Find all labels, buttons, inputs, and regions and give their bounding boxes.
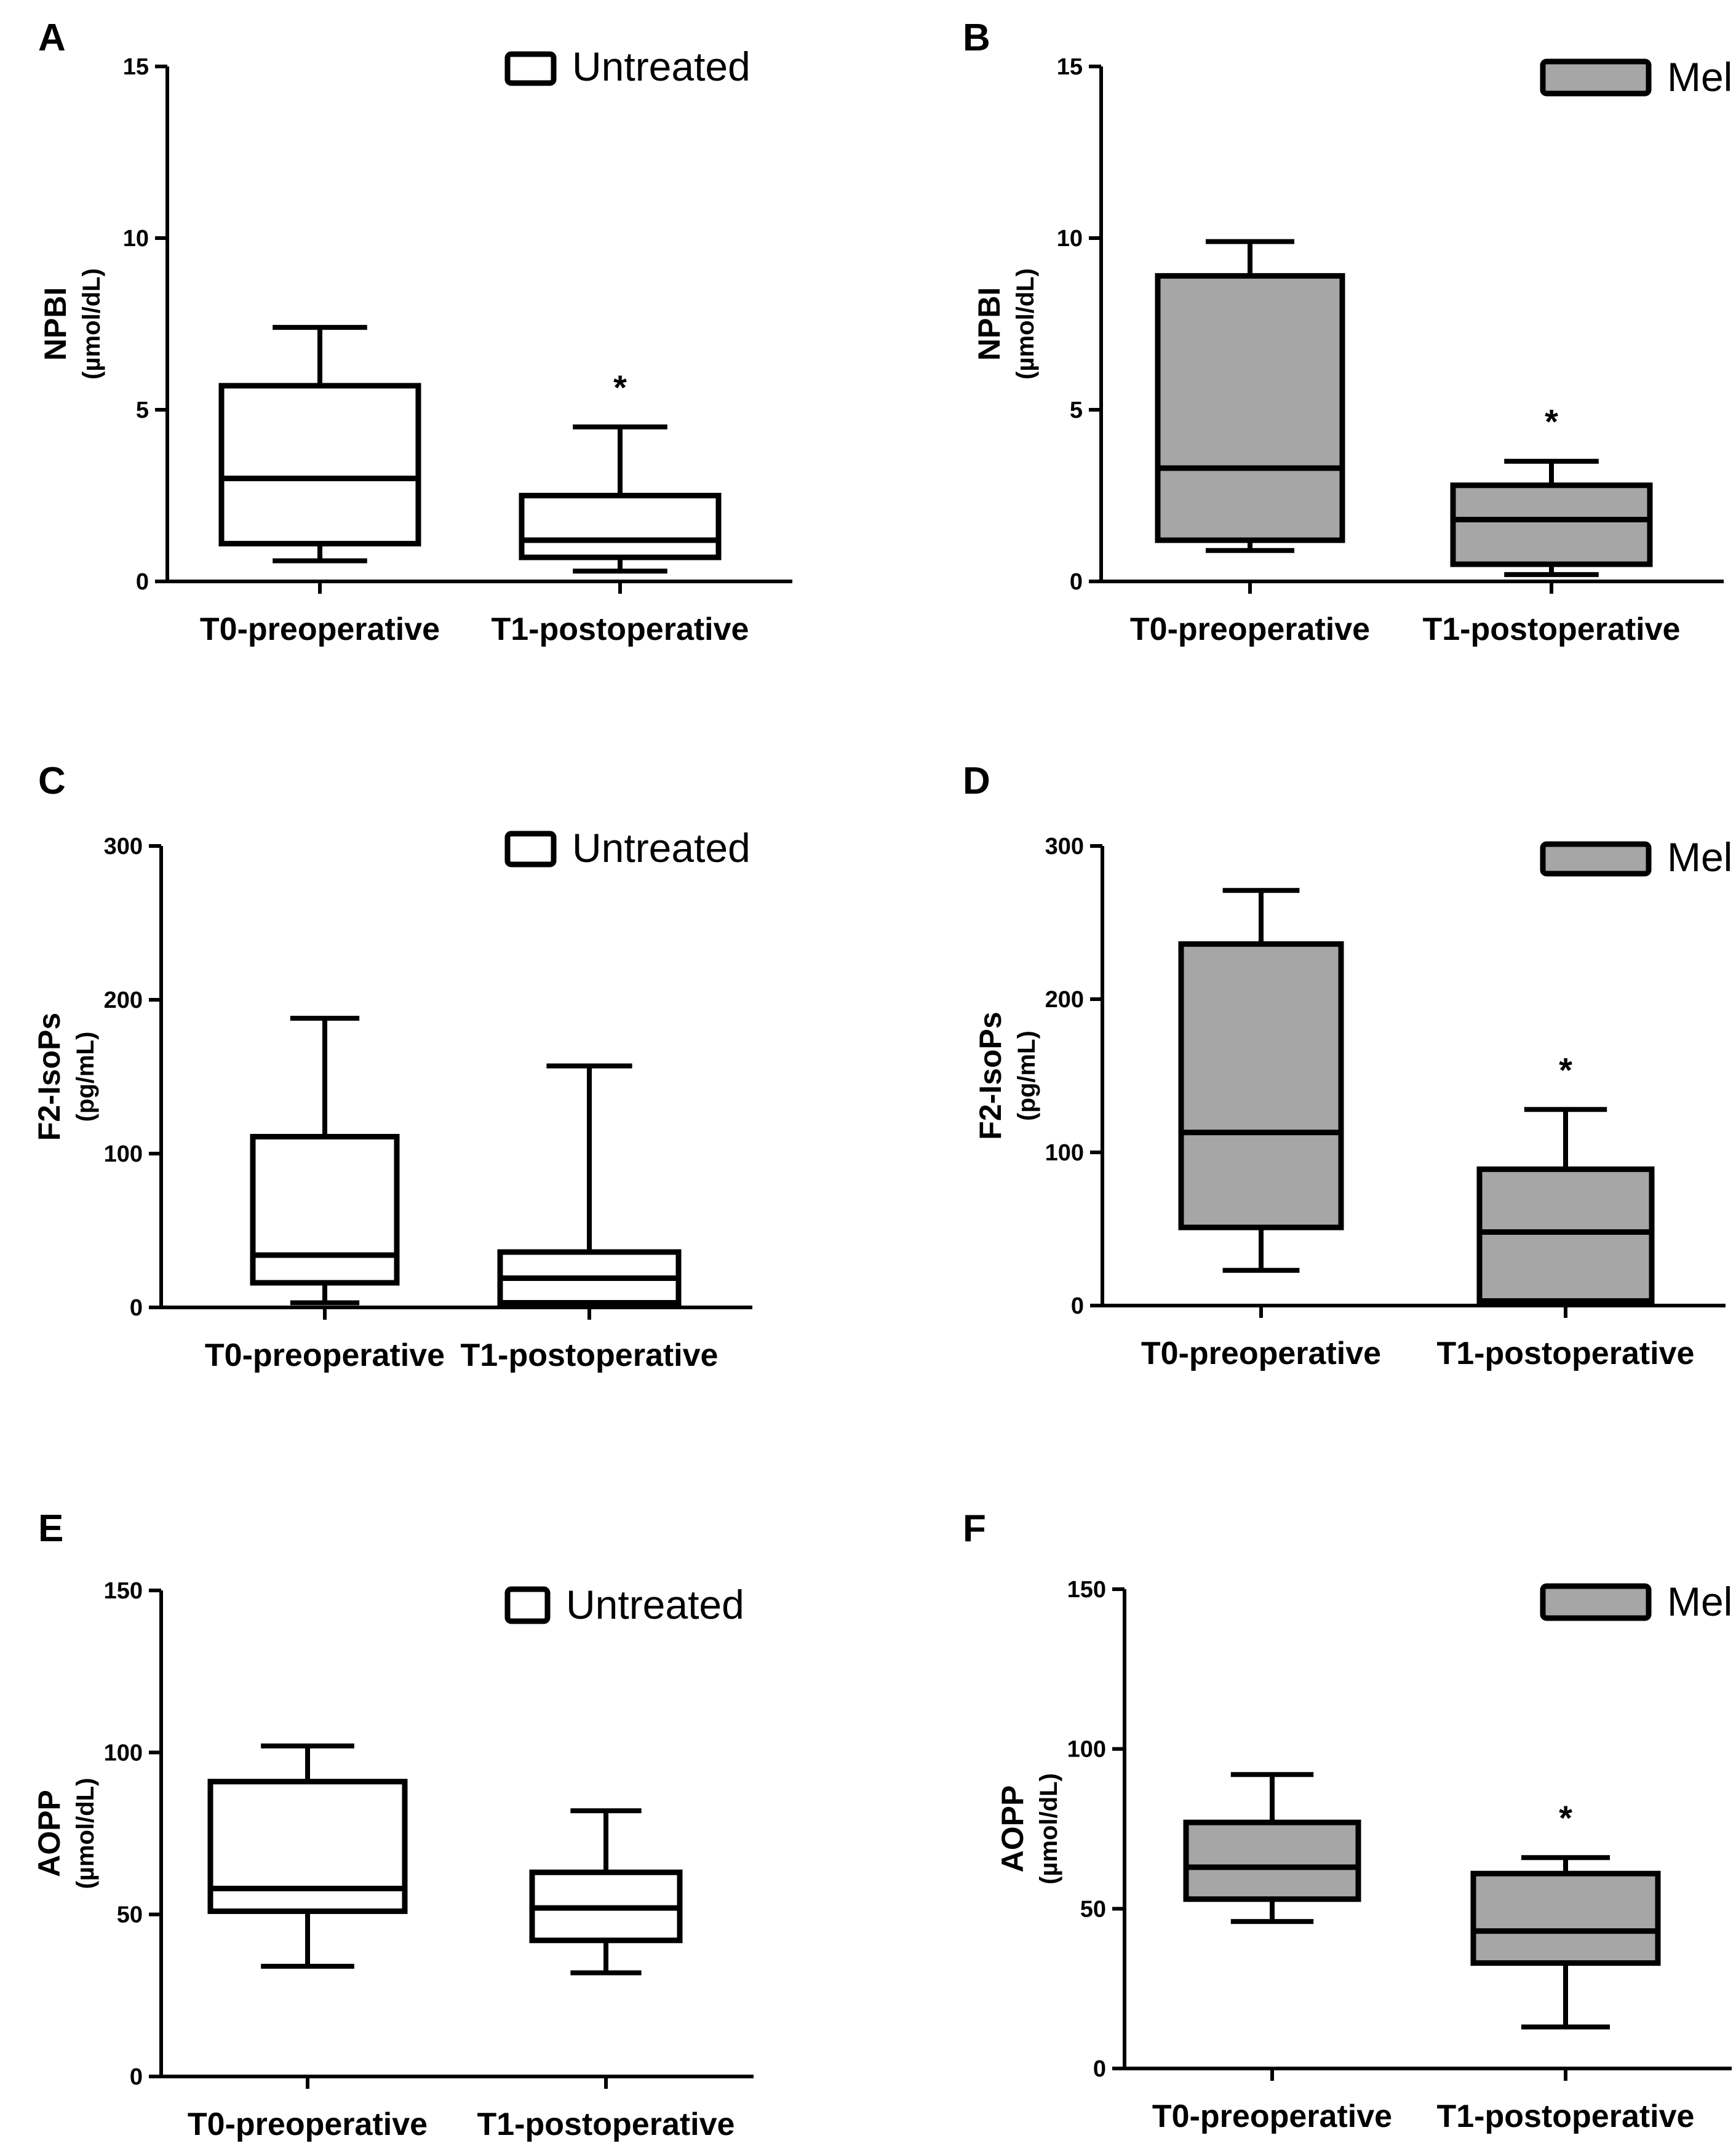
- panel-letter: A: [38, 17, 66, 59]
- legend-swatch: [504, 51, 557, 86]
- y-tick-label: 0: [1093, 2056, 1106, 2082]
- y-tick-label: 300: [104, 834, 143, 860]
- box: [519, 493, 722, 560]
- legend-label: Mel: [1667, 834, 1732, 880]
- legend-swatch: [1540, 58, 1652, 97]
- y-axis-unit: (µmol/dL): [72, 1778, 99, 1889]
- x-tick-label: T1-postoperative: [1437, 2099, 1695, 2134]
- x-tick-label: T1-postoperative: [461, 1338, 719, 1373]
- panel-a: A 0 5 10 15 NPBI (µmol/dL) T0-preoperative T1-po…: [38, 17, 792, 647]
- x-tick-label: T1-postoperative: [477, 2107, 735, 2142]
- box: [1178, 941, 1344, 1231]
- y-tick-label: 50: [117, 1902, 143, 1928]
- legend-swatch: [1540, 1583, 1652, 1621]
- box: [1155, 273, 1345, 543]
- y-axis-unit: (pg/mL): [1013, 1031, 1040, 1121]
- legend-label: Untreated: [572, 825, 751, 871]
- y-tick-label: 100: [104, 1141, 143, 1167]
- y-axis-title: NPBI: [38, 287, 73, 361]
- box: [1450, 482, 1653, 567]
- y-tick-label: 15: [123, 54, 149, 80]
- y-tick-label: 100: [1045, 1140, 1084, 1166]
- legend-label: Untreated: [566, 1582, 744, 1627]
- panel-letter: B: [963, 17, 990, 59]
- box: [1183, 1819, 1361, 1902]
- panel-f: F 0 50 100 150 AOPP (µmol/dL) T0-preoperative T1…: [963, 1507, 1732, 2134]
- y-tick-label: 100: [1067, 1737, 1106, 1763]
- x-tick-label: T1-postoperative: [492, 612, 749, 647]
- panel-letter: D: [963, 760, 990, 802]
- y-axis-unit: (µmol/dL): [1012, 268, 1039, 380]
- y-axis-title: AOPP: [995, 1785, 1030, 1873]
- legend-label: Mel: [1667, 1579, 1732, 1624]
- significance-marker: *: [1559, 1798, 1572, 1837]
- panel-c: C 0 100 200 300 F2-IsoPs (pg/mL) T0-preoperativ…: [32, 760, 752, 1373]
- panel-d: D 0 100 200 300 F2-IsoPs (pg/mL) T0-preoperativ…: [963, 760, 1732, 1371]
- y-tick-label: 150: [104, 1578, 143, 1604]
- y-tick-label: 200: [1045, 987, 1084, 1013]
- x-tick-label: T0-preoperative: [1152, 2099, 1392, 2134]
- significance-marker: *: [1559, 1050, 1572, 1089]
- x-tick-label: T0-preoperative: [205, 1338, 445, 1373]
- legend-label: Untreated: [572, 44, 751, 89]
- y-axis-unit: (µmol/dL): [78, 268, 105, 380]
- y-tick-label: 15: [1057, 54, 1083, 80]
- x-tick-label: T0-preoperative: [1130, 612, 1370, 647]
- legend-swatch: [504, 831, 557, 868]
- y-tick-label: 0: [130, 1295, 143, 1321]
- y-tick-label: 200: [104, 987, 143, 1013]
- panel-letter: E: [38, 1507, 63, 1550]
- y-tick-label: 300: [1045, 834, 1084, 860]
- y-axis-title: AOPP: [32, 1790, 66, 1877]
- y-axis-title: F2-IsoPs: [32, 1013, 66, 1141]
- box: [1476, 1166, 1655, 1304]
- legend-swatch: [1540, 841, 1652, 877]
- legend-swatch: [504, 1586, 551, 1624]
- box: [218, 383, 421, 547]
- y-tick-label: 10: [1057, 226, 1083, 252]
- legend-label: Mel: [1667, 54, 1732, 100]
- y-axis-unit: (pg/mL): [72, 1032, 99, 1122]
- y-tick-label: 0: [130, 2064, 143, 2090]
- box: [207, 1779, 408, 1914]
- y-tick-label: 0: [1071, 1293, 1084, 1319]
- y-axis-title: F2-IsoPs: [973, 1011, 1008, 1139]
- x-tick-label: T1-postoperative: [1437, 1336, 1695, 1371]
- x-tick-label: T0-preoperative: [200, 612, 440, 647]
- panel-letter: C: [38, 760, 66, 802]
- y-axis-unit: (µmol/dL): [1035, 1773, 1062, 1885]
- x-tick-label: T1-postoperative: [1423, 612, 1681, 647]
- panel-e: E 0 50 100 150 AOPP (µmol/dL) T0-preoperative T1…: [32, 1507, 754, 2142]
- x-tick-label: T0-preoperative: [1141, 1336, 1381, 1371]
- y-axis-title: NPBI: [972, 287, 1006, 361]
- y-tick-label: 5: [1070, 397, 1083, 423]
- y-tick-label: 5: [136, 397, 149, 423]
- panel-b: B 0 5 10 15 NPBI (µmol/dL) T0-preoperative T1-po…: [963, 17, 1732, 647]
- y-tick-label: 100: [104, 1740, 143, 1766]
- y-tick-label: 0: [136, 569, 149, 595]
- significance-marker: *: [1545, 402, 1558, 441]
- significance-marker: *: [613, 368, 627, 407]
- y-tick-label: 150: [1067, 1577, 1106, 1603]
- y-tick-label: 50: [1080, 1896, 1106, 1922]
- y-tick-label: 10: [123, 226, 149, 252]
- panel-letter: F: [963, 1507, 986, 1550]
- box: [250, 1134, 400, 1286]
- y-tick-label: 0: [1070, 569, 1083, 595]
- box: [1470, 1870, 1661, 1966]
- x-tick-label: T0-preoperative: [188, 2107, 428, 2142]
